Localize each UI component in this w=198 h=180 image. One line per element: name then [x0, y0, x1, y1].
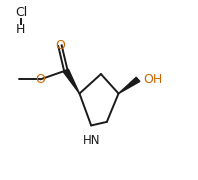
Text: O: O	[35, 73, 45, 86]
Polygon shape	[119, 77, 140, 94]
Polygon shape	[63, 69, 79, 94]
Text: O: O	[55, 39, 65, 52]
Text: Cl: Cl	[15, 6, 27, 19]
Text: HN: HN	[82, 134, 100, 147]
Text: OH: OH	[143, 73, 162, 86]
Text: H: H	[16, 23, 26, 36]
